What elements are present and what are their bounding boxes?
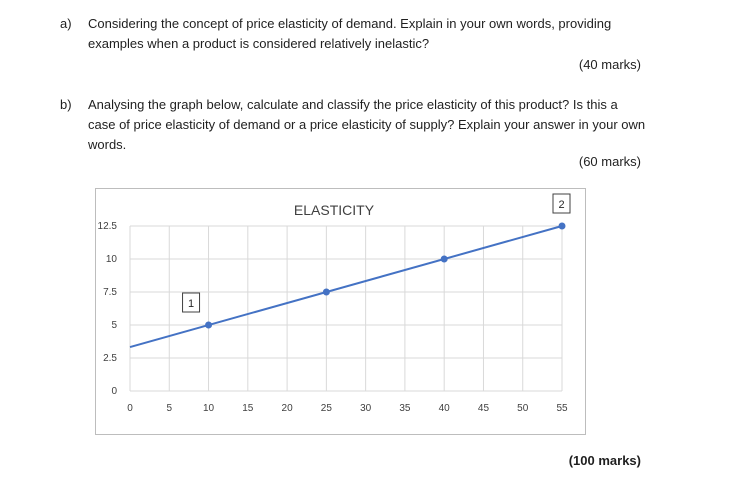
question-a-marks: (40 marks) bbox=[578, 57, 641, 72]
series-line bbox=[129, 225, 563, 349]
data-point bbox=[440, 255, 448, 263]
x-tick-label: 45 bbox=[478, 403, 490, 414]
x-tick-label: 25 bbox=[321, 403, 333, 414]
chart-title: ELASTICITY bbox=[294, 202, 375, 218]
y-tick-label: 12.5 bbox=[98, 221, 118, 232]
x-tick-label: 20 bbox=[282, 403, 294, 414]
question-a-label: a) bbox=[60, 16, 72, 31]
question-a-text: Considering the concept of price elastic… bbox=[88, 16, 612, 51]
y-tick-label: 7.5 bbox=[103, 287, 117, 298]
point-label: 1 bbox=[188, 298, 194, 310]
x-tick-label: 0 bbox=[127, 403, 133, 414]
question-b: b) Analysing the graph below, calculate … bbox=[60, 95, 660, 155]
data-point bbox=[322, 288, 330, 296]
x-tick-label: 55 bbox=[556, 403, 568, 414]
x-tick-label: 30 bbox=[360, 403, 372, 414]
total-marks: (100 marks) bbox=[568, 453, 641, 468]
point-label-box bbox=[552, 193, 571, 214]
point-label-box bbox=[182, 292, 201, 313]
question-b-text: Analysing the graph below, calculate and… bbox=[88, 97, 646, 152]
data-point bbox=[205, 321, 213, 329]
question-b-marks: (60 marks) bbox=[578, 154, 641, 169]
chart-svg: ELASTICITY 0 5 10 15 20 25 30 35 40 45 50 55 0 2.5 5 7.5… bbox=[98, 193, 571, 414]
y-tick-label: 5 bbox=[111, 320, 117, 331]
y-tick-label: 0 bbox=[111, 386, 117, 397]
elasticity-chart: ELASTICITY 0 5 10 15 20 25 30 35 40 45 50 55 0 2.5 5 7.5… bbox=[95, 188, 586, 435]
y-tick-label: 10 bbox=[106, 254, 118, 265]
question-a: a) Considering the concept of price elas… bbox=[60, 14, 660, 54]
x-tick-label: 40 bbox=[439, 403, 451, 414]
data-point bbox=[558, 222, 566, 230]
x-tick-label: 35 bbox=[399, 403, 411, 414]
question-b-label: b) bbox=[60, 97, 72, 112]
x-tick-label: 50 bbox=[517, 403, 529, 414]
x-tick-label: 5 bbox=[166, 403, 172, 414]
x-tick-label: 15 bbox=[242, 403, 254, 414]
y-tick-label: 2.5 bbox=[103, 353, 117, 364]
point-label: 2 bbox=[558, 199, 564, 211]
x-tick-label: 10 bbox=[203, 403, 215, 414]
